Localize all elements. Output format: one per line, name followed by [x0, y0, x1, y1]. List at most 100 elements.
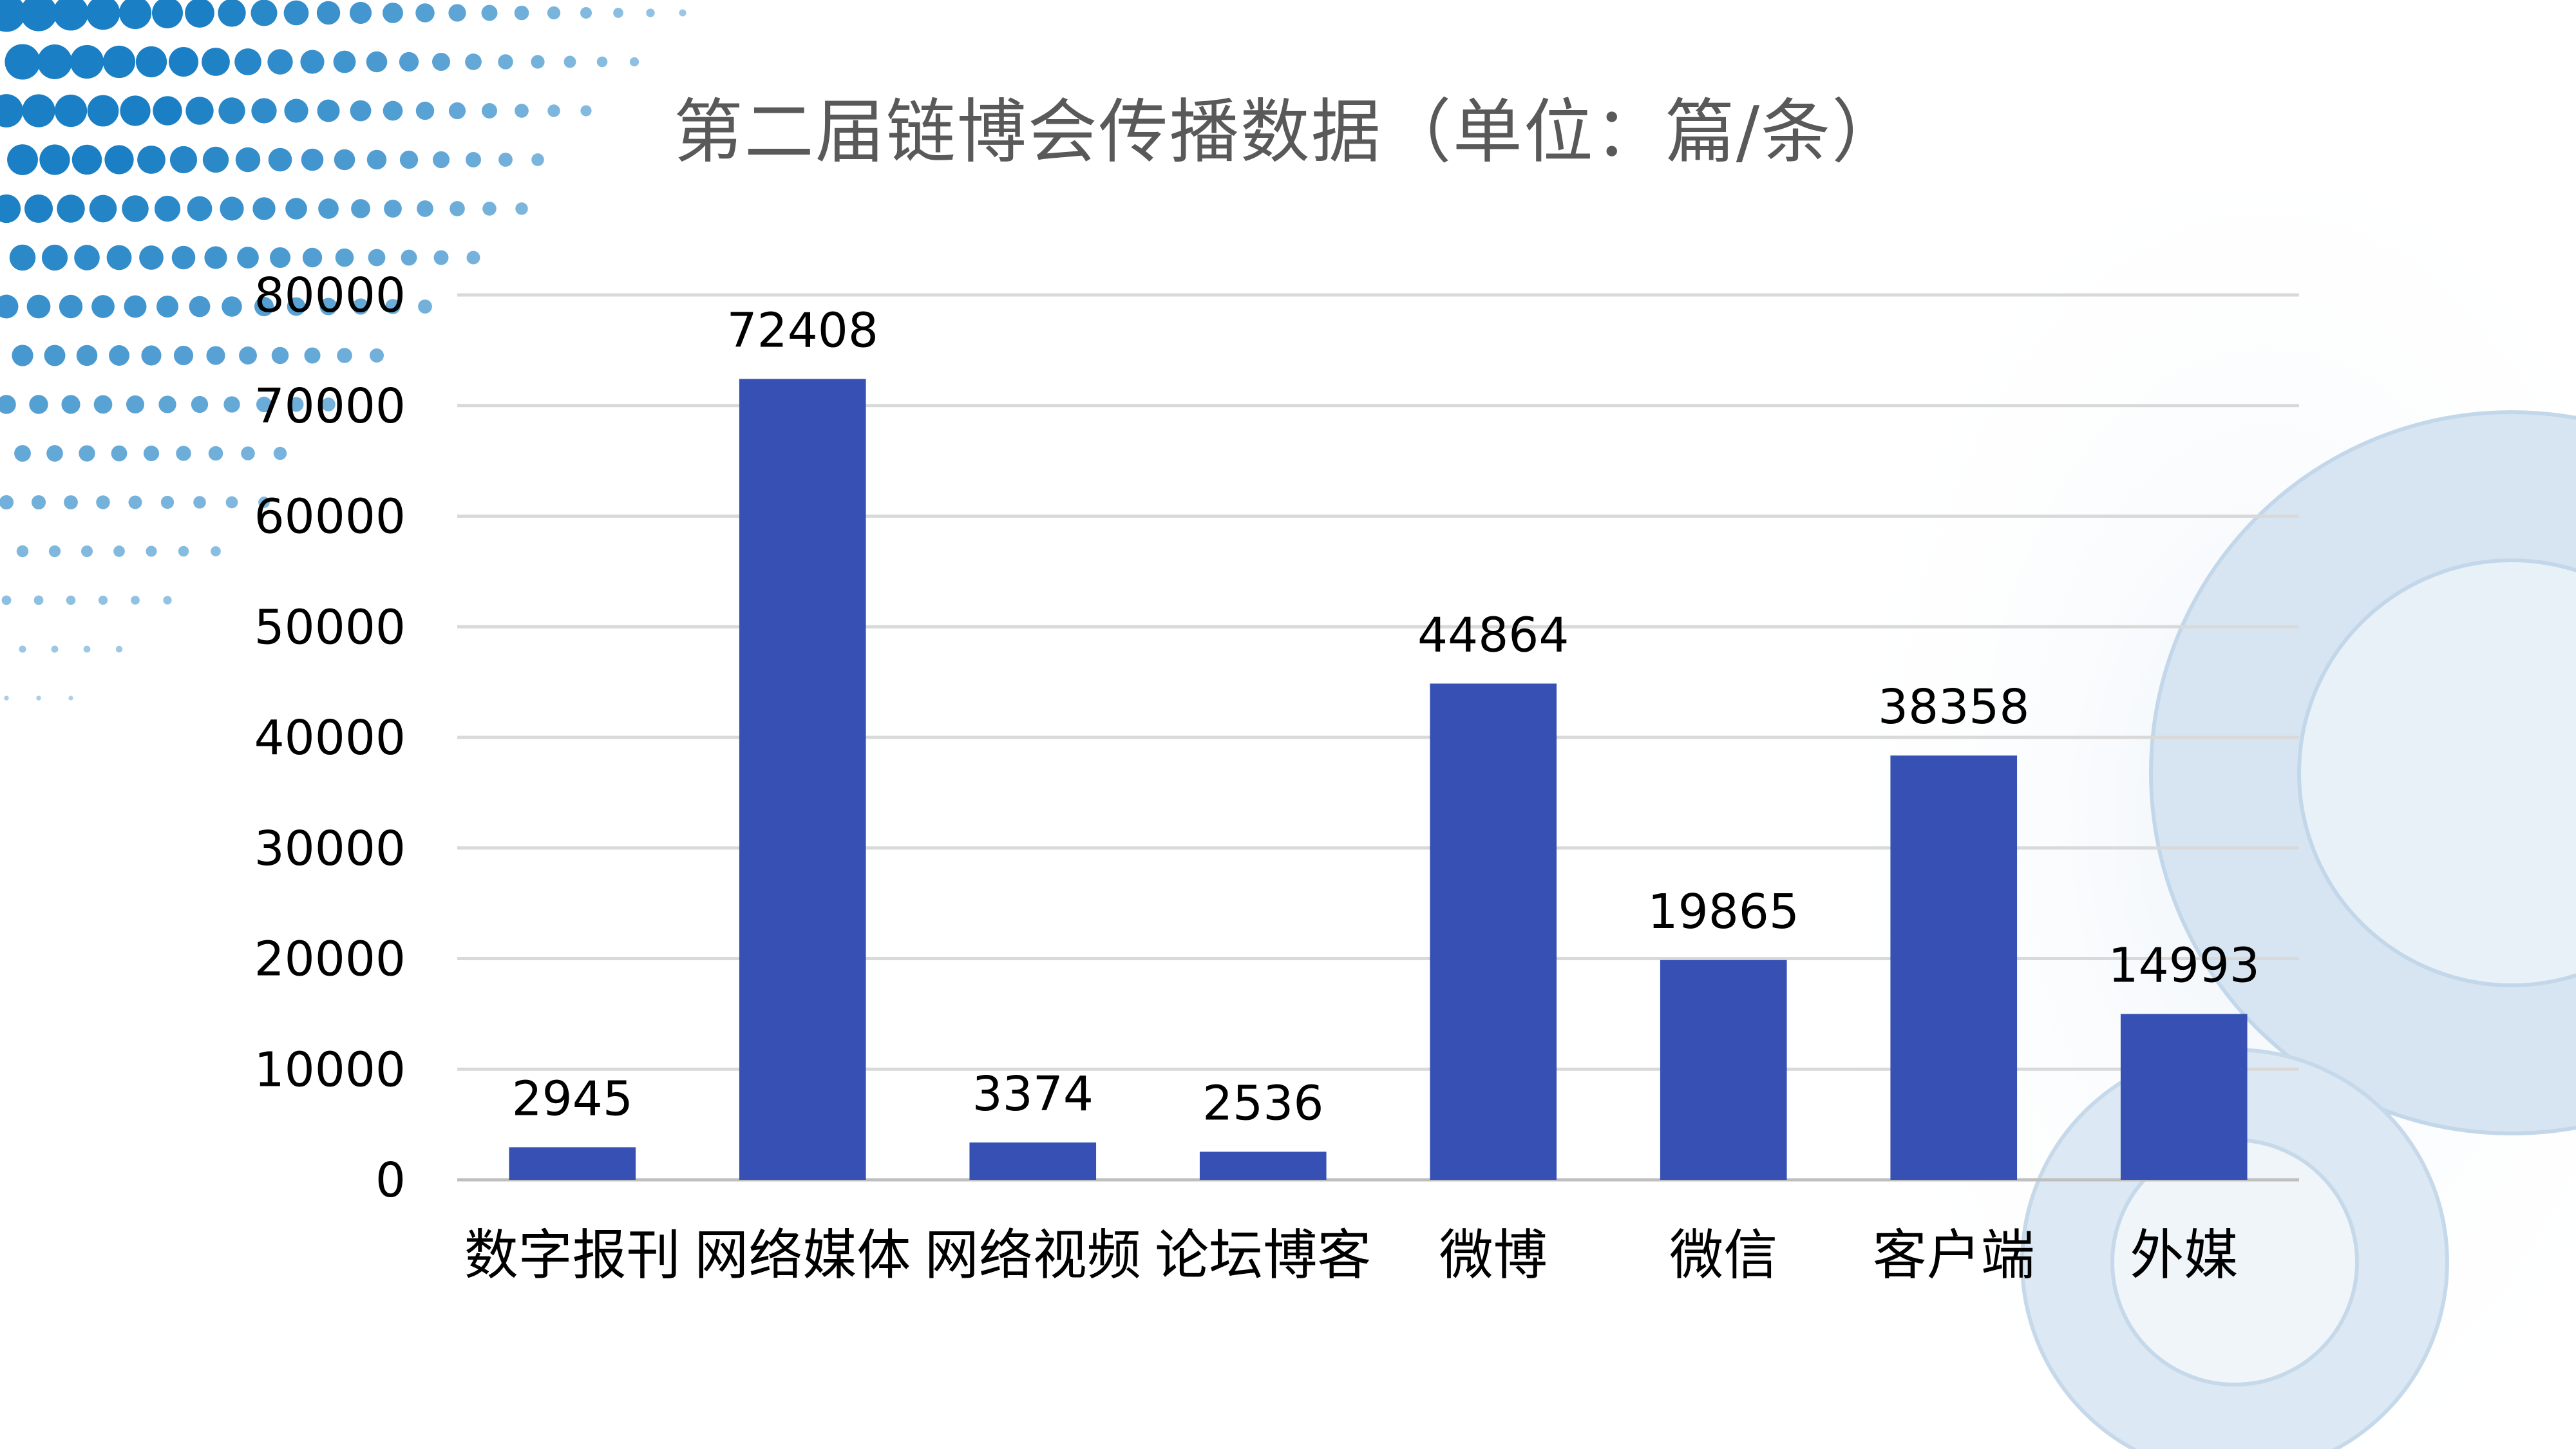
- halftone-dot: [168, 46, 199, 77]
- x-tick-label: 微博: [1439, 1224, 1548, 1287]
- halftone-dot: [283, 0, 309, 26]
- y-tick-label: 70000: [254, 379, 406, 434]
- halftone-dot: [193, 496, 206, 509]
- halftone-dot: [235, 147, 261, 173]
- halftone-dot: [415, 101, 435, 120]
- halftone-dot: [267, 49, 293, 75]
- halftone-dot: [366, 149, 387, 170]
- halftone-dot: [76, 345, 98, 366]
- halftone-dot: [0, 495, 14, 510]
- x-tick-label: 网络媒体: [694, 1224, 911, 1287]
- halftone-dot: [225, 496, 238, 509]
- halftone-dot: [383, 3, 403, 23]
- halftone-dot: [53, 0, 89, 31]
- data-label: 2945: [512, 1071, 633, 1126]
- data-label: 38358: [1878, 679, 2029, 735]
- halftone-dot: [143, 445, 160, 462]
- halftone-dot: [156, 296, 178, 317]
- y-tick-label: 40000: [254, 710, 406, 766]
- bar: [1890, 755, 2018, 1180]
- halftone-dot: [254, 296, 274, 317]
- halftone-dot: [46, 445, 63, 462]
- halftone-dot: [74, 245, 100, 270]
- bar: [2120, 1014, 2248, 1180]
- halftone-dot: [580, 7, 592, 19]
- halftone-dot: [4, 696, 9, 701]
- halftone-dot: [679, 9, 687, 17]
- halftone-dot: [135, 46, 167, 78]
- halftone-dot: [218, 97, 245, 124]
- halftone-dot: [102, 45, 136, 79]
- halftone-dot: [482, 103, 497, 118]
- halftone-dot: [173, 345, 194, 366]
- halftone-dot: [0, 194, 21, 223]
- halftone-dot: [384, 200, 402, 218]
- halftone-dot: [19, 645, 26, 653]
- halftone-dot: [51, 645, 59, 653]
- halftone-dot: [106, 245, 132, 270]
- halftone-dot: [109, 345, 129, 366]
- bars: [509, 379, 2248, 1180]
- halftone-dot: [514, 5, 529, 21]
- x-tick-label: 网络视频: [925, 1224, 1141, 1287]
- halftone-dot: [48, 545, 61, 558]
- halftone-dot: [482, 202, 497, 216]
- halftone-dot: [16, 545, 29, 558]
- x-axis-tick-labels: 数字报刊 网络媒体 网络视频 论坛博客 微博 微信 客户端 外媒: [464, 1224, 2239, 1287]
- data-label: 3374: [972, 1066, 1094, 1122]
- halftone-dot: [222, 296, 242, 317]
- halftone-dot: [234, 48, 261, 75]
- halftone-dot: [61, 395, 80, 414]
- halftone-dot: [113, 545, 125, 557]
- halftone-dot: [268, 147, 292, 172]
- halftone-dot: [515, 104, 529, 118]
- halftone-dot: [68, 696, 73, 701]
- halftone-dot: [220, 196, 244, 221]
- halftone-dot: [124, 295, 147, 318]
- halftone-dot: [79, 445, 95, 462]
- halftone-dot: [211, 546, 221, 556]
- halftone-dot: [111, 445, 128, 462]
- halftone-dot: [218, 0, 246, 27]
- x-tick-label: 数字报刊: [464, 1224, 681, 1287]
- halftone-dot: [59, 294, 83, 319]
- halftone-dot: [126, 395, 145, 414]
- halftone-dot: [273, 446, 287, 460]
- halftone-dot: [187, 196, 213, 222]
- halftone-dot: [251, 0, 278, 26]
- y-tick-label: 50000: [254, 600, 406, 655]
- halftone-dot: [335, 248, 354, 267]
- halftone-dot: [613, 8, 623, 18]
- halftone-dot: [202, 146, 229, 173]
- data-labels: 2945 72408 3374 2536 44864 19865 38358 14993: [512, 303, 2260, 1131]
- data-label: 72408: [727, 303, 878, 358]
- halftone-dot: [14, 445, 31, 462]
- halftone-dot: [64, 495, 78, 509]
- halftone-dot: [370, 348, 384, 363]
- halftone-dot: [158, 395, 176, 413]
- halftone-dot: [399, 52, 419, 72]
- bar: [1660, 960, 1787, 1180]
- halftone-dot: [176, 446, 191, 461]
- halftone-dot: [66, 595, 76, 605]
- halftone-dot: [285, 198, 307, 220]
- halftone-dot: [531, 55, 545, 69]
- halftone-dot: [239, 346, 257, 365]
- halftone-dot: [118, 0, 152, 30]
- x-tick-label: 论坛博客: [1155, 1224, 1371, 1287]
- data-label: 44864: [1417, 607, 1569, 663]
- y-tick-label: 10000: [254, 1042, 406, 1097]
- data-label: 14993: [2108, 938, 2260, 993]
- halftone-dot: [120, 95, 151, 126]
- halftone-dot: [289, 397, 304, 412]
- halftone-dot: [0, 395, 16, 414]
- halftone-dot: [352, 298, 369, 315]
- halftone-dot: [580, 105, 592, 117]
- halftone-dot: [301, 148, 324, 171]
- halftone-dot: [93, 395, 113, 414]
- halftone-dot: [223, 396, 240, 413]
- halftone-dot: [498, 54, 513, 70]
- y-tick-label: 0: [375, 1153, 406, 1208]
- halftone-dot: [163, 596, 172, 605]
- halftone-dot: [9, 244, 36, 271]
